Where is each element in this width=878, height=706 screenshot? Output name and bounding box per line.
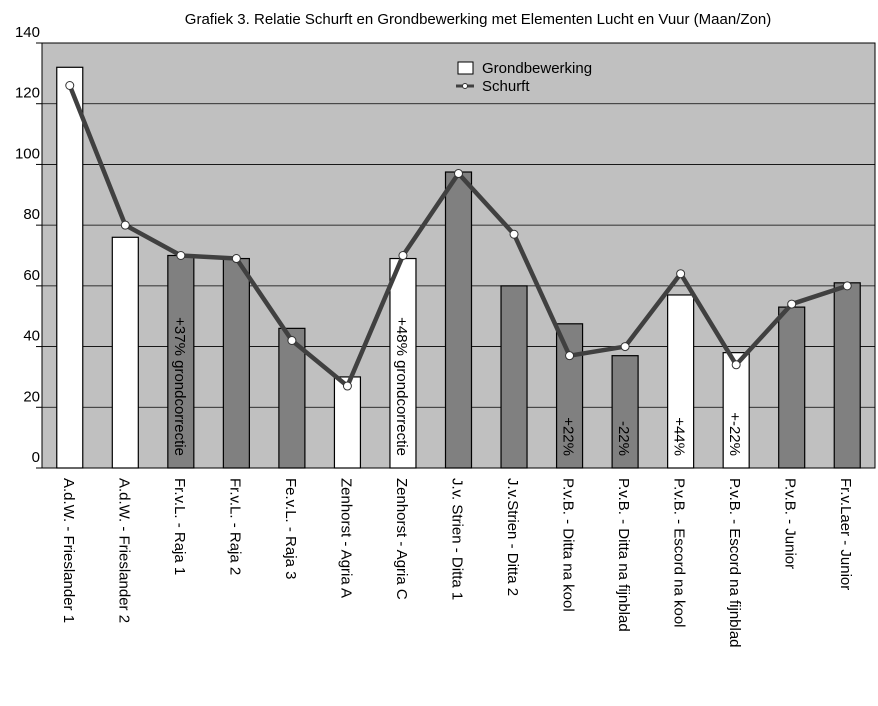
x-tick-label: A.d.W. - Frieslander 1 <box>60 478 77 623</box>
bar <box>833 282 861 469</box>
bar <box>667 294 695 469</box>
y-tick-label: 0 <box>32 449 40 466</box>
y-tick-label: 80 <box>23 206 40 223</box>
legend-label: Grondbewerking <box>482 60 592 77</box>
bar <box>389 257 417 469</box>
x-tick-label: P.v.B. - Escord na kool <box>671 478 688 628</box>
x-tick-label: P.v.B. - Junior <box>782 478 799 569</box>
x-tick-label: J.v.Strien - Ditta 2 <box>504 478 521 596</box>
bar-annotation: +22% <box>560 417 577 456</box>
line-point <box>565 351 575 361</box>
bar <box>56 66 84 469</box>
x-tick-label: J.v. Strien - Ditta 1 <box>449 478 466 600</box>
legend-label: Schurft <box>482 78 530 95</box>
x-tick-label: Fr.v.Laer - Junior <box>837 478 854 590</box>
bar <box>778 306 806 469</box>
line-point <box>120 220 130 230</box>
bar <box>722 352 750 469</box>
line-point <box>65 81 75 90</box>
legend-swatch <box>462 83 468 89</box>
bar-annotation: +48% grondcorrectie <box>393 317 410 456</box>
line-point <box>454 169 463 179</box>
line-point <box>342 381 352 391</box>
x-tick-label: Fr.v.L. - Raja 1 <box>171 478 188 575</box>
bar-annotation: +37% grondcorrectie <box>171 317 188 456</box>
x-tick-label: P.v.B. - Ditta na kool <box>560 478 577 612</box>
x-tick-label: P.v.B. - Escord na fijnblad <box>726 478 743 648</box>
y-tick-label: 140 <box>15 24 40 41</box>
line-point <box>509 229 519 239</box>
x-tick-label: Fe.v.L. - Raja 3 <box>282 478 299 579</box>
bar-annotation: +-22% <box>726 412 743 456</box>
y-tick-label: 120 <box>15 85 40 102</box>
x-tick-label: Zenhorst - Agria C <box>393 478 410 600</box>
bar <box>278 327 306 469</box>
bar <box>500 285 528 469</box>
x-tick-label: Zenhorst - Agria A <box>337 478 354 598</box>
line-point <box>287 336 297 345</box>
y-tick-label: 20 <box>23 388 40 405</box>
line-point <box>787 299 797 309</box>
bar <box>444 171 473 469</box>
line-point <box>176 251 186 260</box>
bar-annotation: -22% <box>615 421 632 456</box>
line-point <box>676 269 686 279</box>
x-tick-label: Fr.v.L. - Raja 2 <box>226 478 243 575</box>
bar <box>555 323 584 469</box>
line-point <box>620 342 630 352</box>
y-tick-label: 60 <box>23 267 40 284</box>
bar <box>222 257 250 469</box>
bar <box>333 376 362 469</box>
x-tick-label: A.d.W. - Frieslander 2 <box>115 478 132 623</box>
chart-title: Grafiek 3. Relatie Schurft en Grondbewer… <box>185 11 771 28</box>
bar <box>611 355 639 469</box>
y-tick-label: 40 <box>23 328 40 345</box>
bar-annotation: +44% <box>671 417 688 456</box>
line-point <box>842 281 852 291</box>
y-tick-label: 100 <box>15 145 40 162</box>
line-point <box>231 254 241 264</box>
legend-swatch <box>457 61 474 75</box>
bar <box>111 236 139 469</box>
line-point <box>731 360 741 370</box>
x-tick-label: P.v.B. - Ditta na fijnblad <box>615 478 632 632</box>
line-point <box>398 251 408 260</box>
